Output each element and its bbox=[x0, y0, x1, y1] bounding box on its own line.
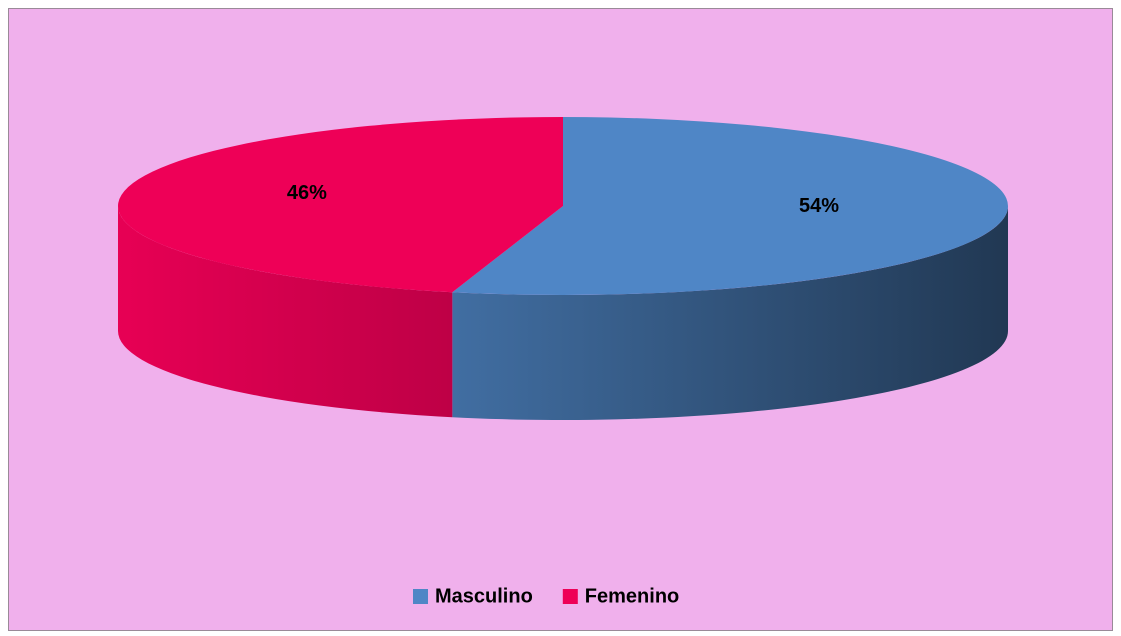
legend-swatch bbox=[562, 589, 578, 604]
slice bbox=[118, 116, 563, 293]
legend-label: Femenino bbox=[585, 585, 679, 607]
slice-side bbox=[118, 206, 453, 418]
legend-label: Masculino bbox=[435, 585, 533, 607]
data-label: 54% bbox=[799, 195, 839, 217]
data-label: 46% bbox=[287, 182, 327, 204]
legend-swatch bbox=[413, 589, 428, 604]
slice-side bbox=[452, 206, 1009, 420]
slice bbox=[452, 117, 1009, 295]
